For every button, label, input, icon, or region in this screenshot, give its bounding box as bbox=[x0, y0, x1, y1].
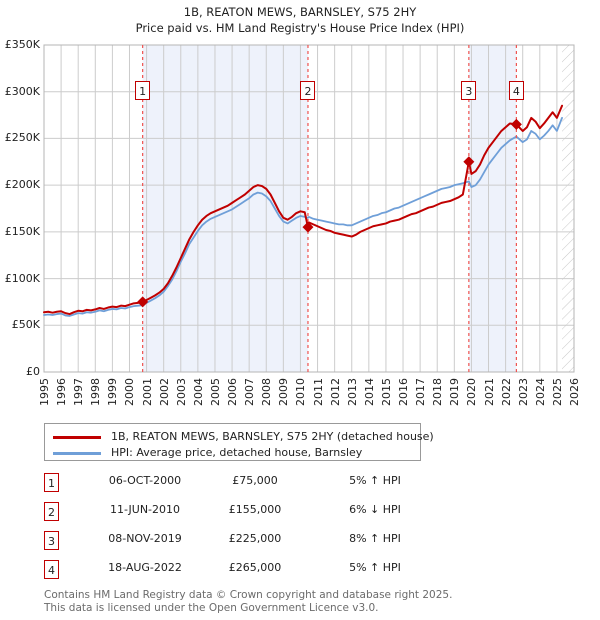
row-date: 08-NOV-2019 bbox=[108, 532, 182, 545]
y-axis-label-2: £100K bbox=[4, 271, 40, 285]
y-axis-label-4: £200K bbox=[4, 178, 40, 192]
row-price: £225,000 bbox=[228, 532, 282, 545]
y-axis-label-5: £250K bbox=[4, 131, 40, 145]
row-marker-2: 2 bbox=[44, 502, 59, 521]
row-price: £265,000 bbox=[228, 561, 282, 574]
x-axis-label-1999: 1999 bbox=[106, 378, 120, 406]
row-hpi-delta: 5% ↑ HPI bbox=[349, 561, 401, 574]
x-axis-label-2004: 2004 bbox=[191, 378, 205, 406]
page-subtitle: Price paid vs. HM Land Registry's House … bbox=[135, 21, 465, 35]
x-axis-label-2001: 2001 bbox=[140, 378, 154, 406]
row-marker-1: 1 bbox=[44, 473, 59, 492]
chart-marker-4[interactable]: 4 bbox=[508, 81, 524, 100]
x-axis-label-2006: 2006 bbox=[226, 378, 240, 406]
legend-label-1: 1B, REATON MEWS, BARNSLEY, S75 2HY (deta… bbox=[111, 430, 434, 443]
table-row[interactable]: 2 11-JUN-2010 £155,000 6% ↓ HPI bbox=[0, 499, 600, 525]
chart-marker-2[interactable]: 2 bbox=[300, 81, 316, 100]
legend-label-2: HPI: Average price, detached house, Barn… bbox=[111, 446, 363, 459]
footer-line-1: Contains HM Land Registry data © Crown c… bbox=[44, 589, 453, 601]
x-axis-label-2003: 2003 bbox=[174, 378, 188, 406]
table-row[interactable]: 4 18-AUG-2022 £265,000 5% ↑ HPI bbox=[0, 557, 600, 583]
sale-point-3[interactable] bbox=[463, 156, 475, 168]
y-axis-label-3: £150K bbox=[4, 224, 40, 238]
series-line-hpi bbox=[43, 116, 563, 317]
row-date: 06-OCT-2000 bbox=[108, 474, 182, 487]
row-price: £155,000 bbox=[228, 503, 282, 516]
x-axis-label-1996: 1996 bbox=[55, 378, 69, 406]
x-axis-label-2002: 2002 bbox=[157, 378, 171, 406]
x-axis-label-2009: 2009 bbox=[277, 378, 291, 406]
x-axis-label-2014: 2014 bbox=[362, 378, 376, 406]
sale-point-4[interactable] bbox=[510, 118, 522, 130]
x-axis-label-2021: 2021 bbox=[482, 378, 496, 406]
x-axis-label-2010: 2010 bbox=[294, 378, 308, 406]
chart-marker-1[interactable]: 1 bbox=[135, 81, 151, 100]
x-axis-label-2016: 2016 bbox=[397, 378, 411, 406]
ownership-band-2 bbox=[468, 45, 517, 372]
x-axis-label-2000: 2000 bbox=[123, 378, 137, 406]
row-date: 18-AUG-2022 bbox=[108, 561, 182, 574]
x-axis-label-2025: 2025 bbox=[550, 378, 564, 406]
page-title: 1B, REATON MEWS, BARNSLEY, S75 2HY bbox=[183, 5, 417, 19]
x-axis-label-2011: 2011 bbox=[311, 378, 325, 406]
x-axis-label-1997: 1997 bbox=[72, 378, 86, 406]
legend-swatch-2 bbox=[53, 452, 101, 455]
x-axis-label-1998: 1998 bbox=[89, 378, 103, 406]
sale-point-2[interactable] bbox=[302, 221, 314, 233]
row-marker-4: 4 bbox=[44, 560, 59, 579]
footer-attribution: Contains HM Land Registry data © Crown c… bbox=[44, 589, 584, 614]
chart-container: £0 £50K £100K £150K £200K £250K £300K £350K 1995… bbox=[4, 38, 581, 406]
x-axis-label-2024: 2024 bbox=[533, 378, 547, 406]
legend-swatch-1 bbox=[53, 436, 101, 439]
y-axis-label-0: £0 bbox=[26, 365, 40, 378]
x-axis-label-2020: 2020 bbox=[465, 378, 479, 406]
x-axis-label-2012: 2012 bbox=[328, 378, 342, 406]
x-axis-label-2026: 2026 bbox=[568, 378, 581, 406]
chart-legend: 1B, REATON MEWS, BARNSLEY, S75 2HY (deta… bbox=[44, 423, 434, 461]
row-price: £75,000 bbox=[232, 474, 278, 487]
x-axis-label-2005: 2005 bbox=[208, 378, 222, 406]
row-hpi-delta: 8% ↑ HPI bbox=[349, 532, 401, 545]
chart-title-block: 1B, REATON MEWS, BARNSLEY, S75 2HY Price… bbox=[0, 4, 600, 36]
x-axis-label-2007: 2007 bbox=[243, 378, 257, 406]
x-axis-label-2019: 2019 bbox=[448, 378, 462, 406]
table-row[interactable]: 3 08-NOV-2019 £225,000 8% ↑ HPI bbox=[0, 528, 600, 554]
ownership-band-1 bbox=[142, 45, 308, 372]
y-axis-label-1: £50K bbox=[11, 318, 40, 332]
footer-line-2: This data is licensed under the Open Gov… bbox=[44, 601, 379, 614]
row-hpi-delta: 6% ↓ HPI bbox=[349, 503, 401, 516]
row-date: 11-JUN-2010 bbox=[109, 503, 181, 516]
y-axis-label-6: £300K bbox=[4, 84, 40, 98]
x-axis-label-1995: 1995 bbox=[38, 378, 51, 406]
series-line-price-paid bbox=[43, 104, 564, 316]
plot-border bbox=[43, 44, 575, 373]
x-axis-label-2015: 2015 bbox=[379, 378, 393, 406]
x-axis-label-2008: 2008 bbox=[260, 378, 274, 406]
row-marker-3: 3 bbox=[44, 531, 59, 550]
chart-marker-3[interactable]: 3 bbox=[461, 81, 477, 100]
sale-point-1[interactable] bbox=[137, 296, 149, 308]
x-axis-label-2017: 2017 bbox=[414, 378, 428, 406]
x-axis-label-2013: 2013 bbox=[345, 378, 359, 406]
no-data-region bbox=[562, 45, 574, 372]
price-history-chart bbox=[43, 44, 575, 373]
y-axis-label-7: £350K bbox=[4, 38, 40, 51]
x-axis-label-2023: 2023 bbox=[516, 378, 530, 406]
x-axis-label-2022: 2022 bbox=[499, 378, 513, 406]
x-axis-label-2018: 2018 bbox=[431, 378, 445, 406]
row-hpi-delta: 5% ↑ HPI bbox=[349, 474, 401, 487]
table-row[interactable]: 1 06-OCT-2000 £75,000 5% ↑ HPI bbox=[0, 470, 600, 496]
